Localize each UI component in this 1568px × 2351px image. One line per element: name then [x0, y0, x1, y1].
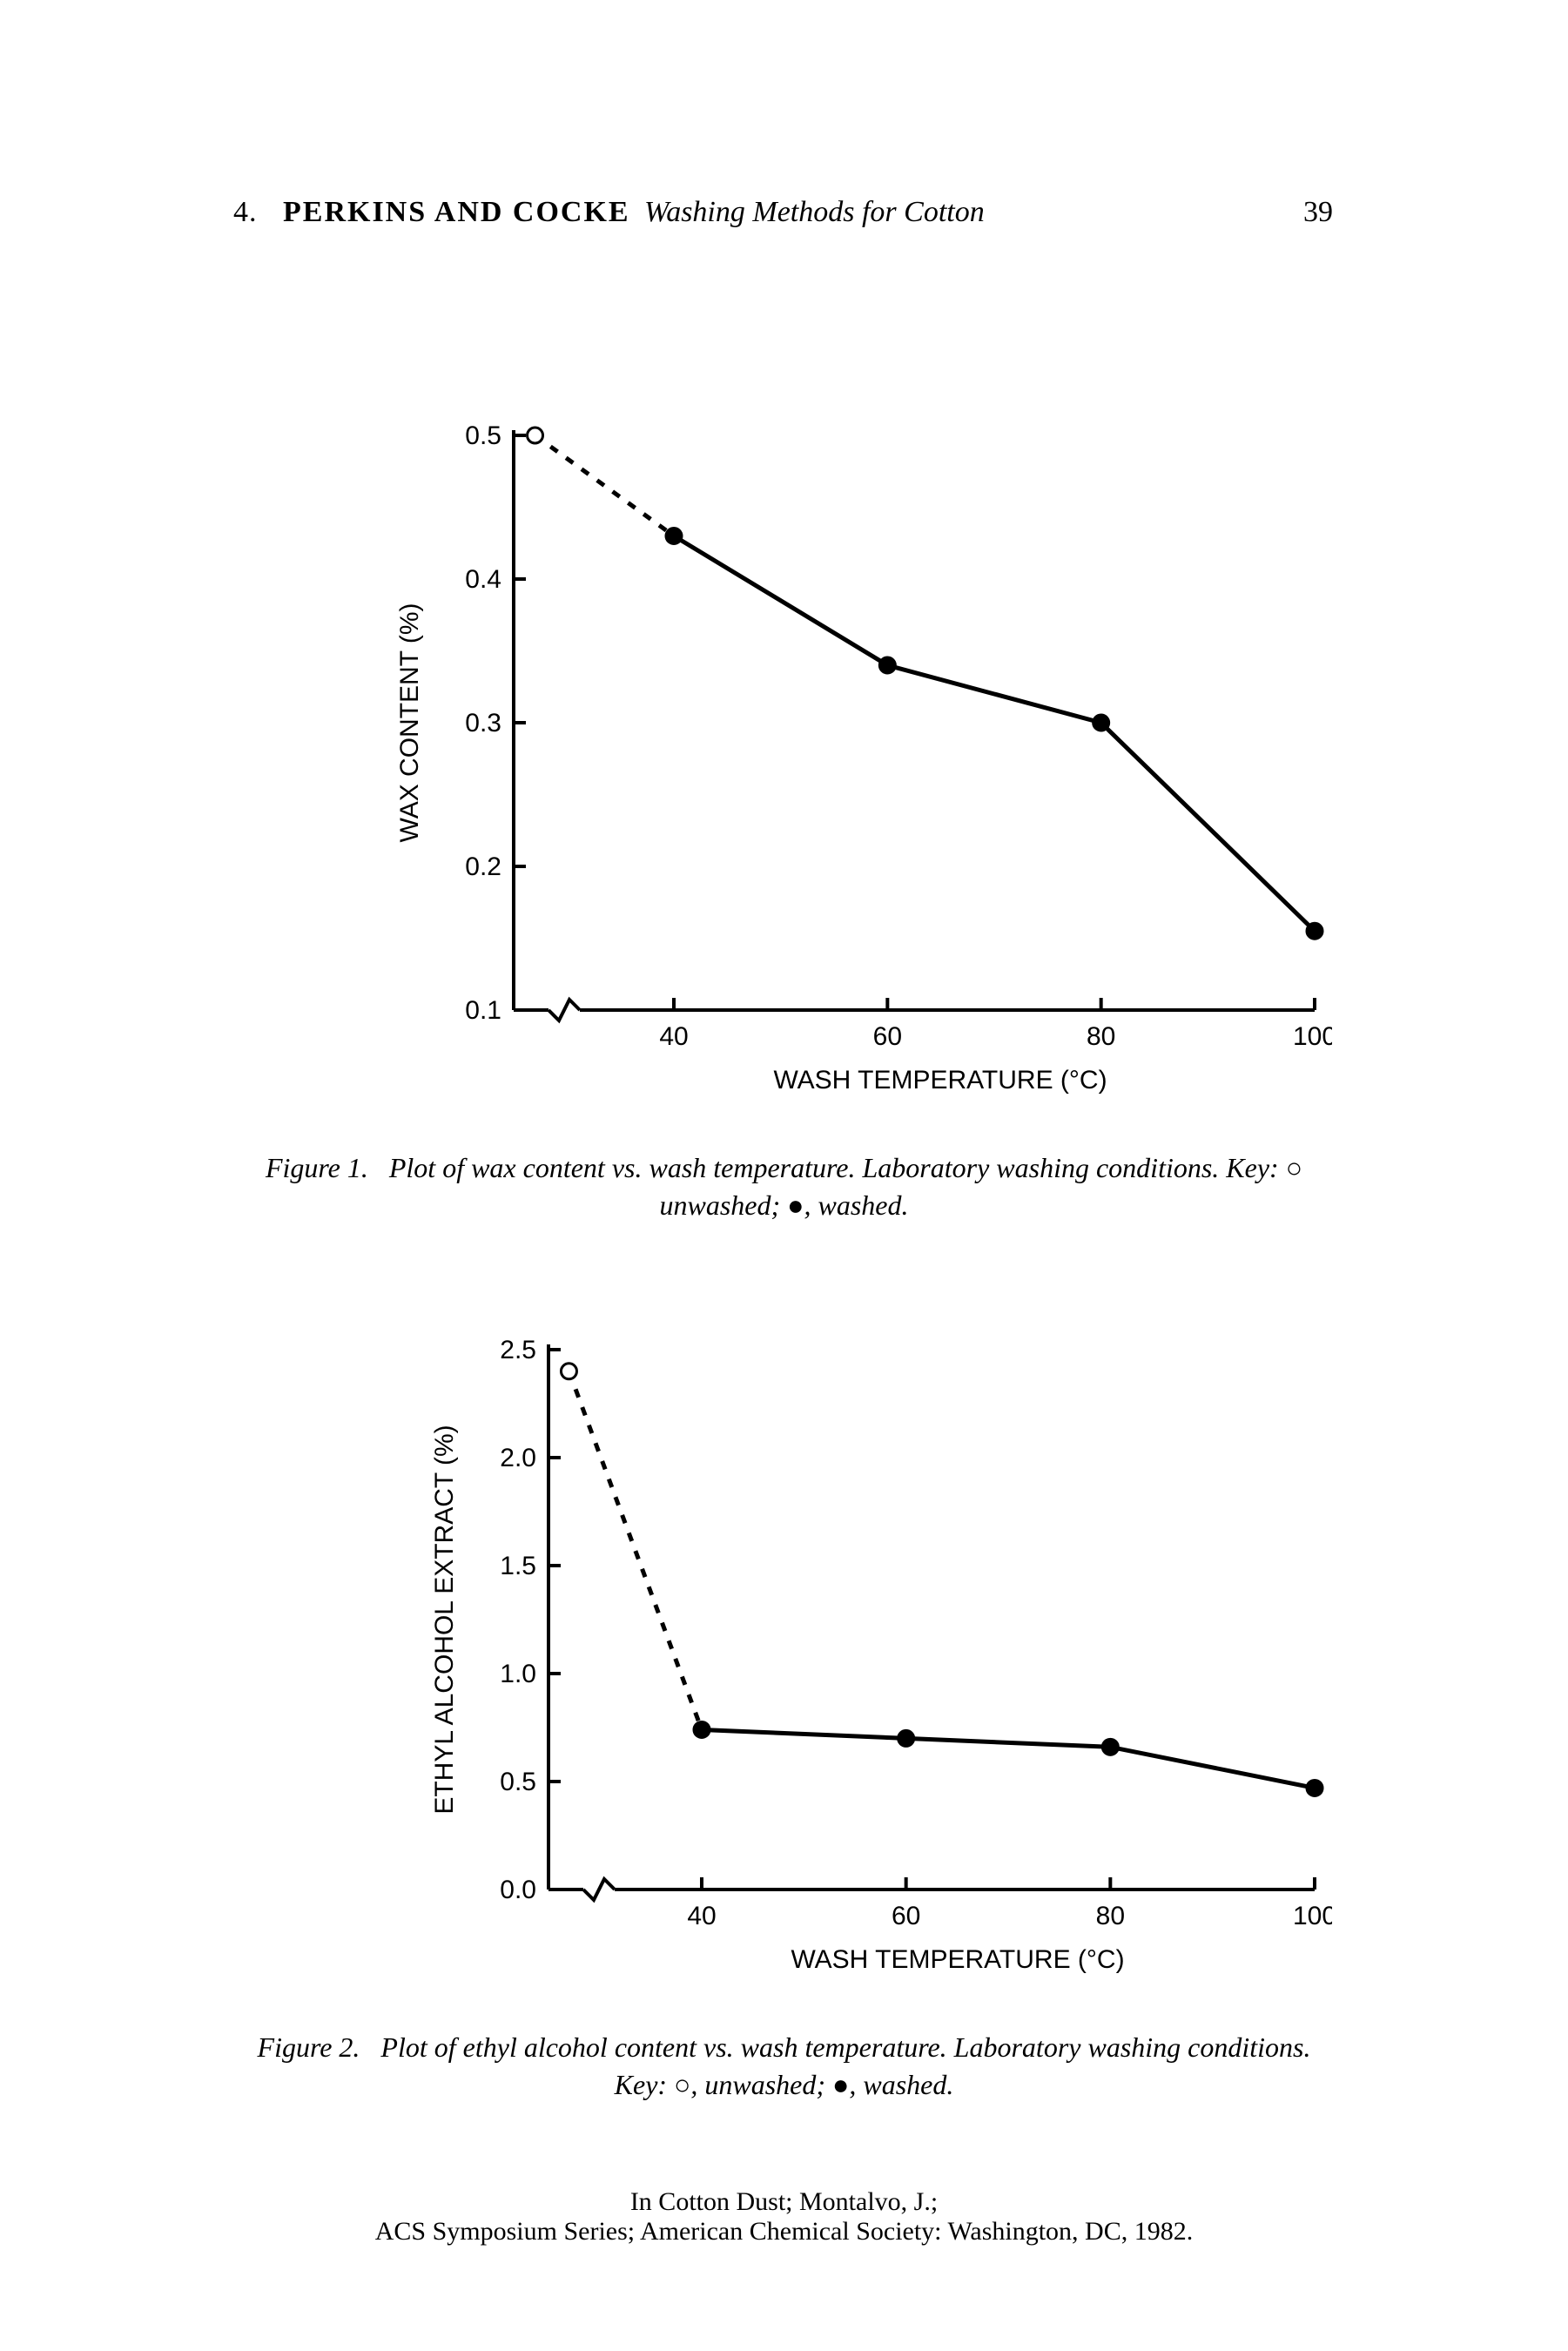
figure-1-block: 0.1 0.2 0.3 0.4 0.5 40 60 80 100 WASH TEMPERATURE…: [0, 418, 1568, 1224]
svg-text:WAX CONTENT (%): WAX CONTENT (%): [395, 603, 424, 843]
svg-text:0.5: 0.5: [500, 1768, 536, 1796]
chart-svg: 0.0 0.5 1.0 1.5 2.0 2.5 40 60 80 100 WASH TEMPERAT…: [409, 1332, 1332, 1994]
svg-text:0.4: 0.4: [465, 565, 501, 594]
figure-2-key-unwashed: , unwashed;: [690, 2069, 832, 2100]
figure-1-key-unwashed: unwashed;: [660, 1189, 788, 1221]
svg-text:0.5: 0.5: [465, 421, 501, 450]
running-title: Washing Methods for Cotton: [644, 196, 985, 229]
figure-1-caption-body: Plot of wax content vs. wash temperature…: [389, 1152, 1286, 1183]
svg-text:0.2: 0.2: [465, 852, 501, 881]
figure-2-chart: 0.0 0.5 1.0 1.5 2.0 2.5 40 60 80 100 WASH TEMPERAT…: [409, 1332, 1332, 1994]
footer-line-1: In Cotton Dust; Montalvo, J.;: [0, 2187, 1568, 2217]
svg-text:WASH TEMPERATURE (°C): WASH TEMPERATURE (°C): [773, 1066, 1107, 1095]
open-circle-icon: ○: [1286, 1152, 1302, 1183]
svg-text:0.1: 0.1: [465, 996, 501, 1025]
svg-text:60: 60: [873, 1022, 902, 1051]
header-left: 4. PERKINS AND COCKE: [233, 196, 630, 229]
figure-1-label: Figure 1.: [266, 1152, 368, 1183]
filled-circle-icon: ●: [832, 2069, 849, 2100]
chart-svg: 0.1 0.2 0.3 0.4 0.5 40 60 80 100 WASH TEMPERATURE…: [374, 418, 1332, 1115]
figure-2-label: Figure 2.: [258, 2031, 360, 2063]
figure-1-caption: Figure 1. Plot of wax content vs. wash t…: [236, 1149, 1333, 1224]
svg-text:40: 40: [687, 1902, 716, 1930]
svg-text:100: 100: [1293, 1022, 1332, 1051]
open-circle-icon: ○: [674, 2069, 690, 2100]
figure-1-key-washed: , washed.: [804, 1189, 908, 1221]
svg-text:100: 100: [1293, 1902, 1332, 1930]
svg-text:2.0: 2.0: [500, 1444, 536, 1472]
svg-text:1.5: 1.5: [500, 1552, 536, 1580]
svg-text:60: 60: [892, 1902, 920, 1930]
svg-text:40: 40: [659, 1022, 688, 1051]
svg-text:0.3: 0.3: [465, 709, 501, 738]
svg-text:WASH TEMPERATURE (°C): WASH TEMPERATURE (°C): [791, 1945, 1124, 1974]
svg-text:2.5: 2.5: [500, 1336, 536, 1364]
svg-text:1.0: 1.0: [500, 1660, 536, 1688]
svg-text:0.0: 0.0: [500, 1876, 536, 1904]
filled-circle-icon: ●: [787, 1189, 804, 1221]
figure-1-chart: 0.1 0.2 0.3 0.4 0.5 40 60 80 100 WASH TEMPERATURE…: [374, 418, 1332, 1115]
page-number: 39: [1303, 196, 1333, 229]
figure-2-caption: Figure 2. Plot of ethyl alcohol content …: [236, 2029, 1333, 2104]
figure-2-block: 0.0 0.5 1.0 1.5 2.0 2.5 40 60 80 100 WASH TEMPERAT…: [0, 1332, 1568, 2104]
page-footer: In Cotton Dust; Montalvo, J.; ACS Sympos…: [0, 2187, 1568, 2247]
footer-line-2: ACS Symposium Series; American Chemical …: [0, 2217, 1568, 2247]
header-authors: PERKINS AND COCKE: [283, 196, 630, 228]
svg-text:80: 80: [1087, 1022, 1115, 1051]
svg-text:80: 80: [1096, 1902, 1125, 1930]
page: 4. PERKINS AND COCKE Washing Methods for…: [0, 0, 1568, 2351]
svg-text:ETHYL ALCOHOL EXTRACT (%): ETHYL ALCOHOL EXTRACT (%): [430, 1425, 459, 1814]
figure-2-key-washed: , washed.: [849, 2069, 953, 2100]
chapter-number: 4.: [233, 196, 258, 228]
